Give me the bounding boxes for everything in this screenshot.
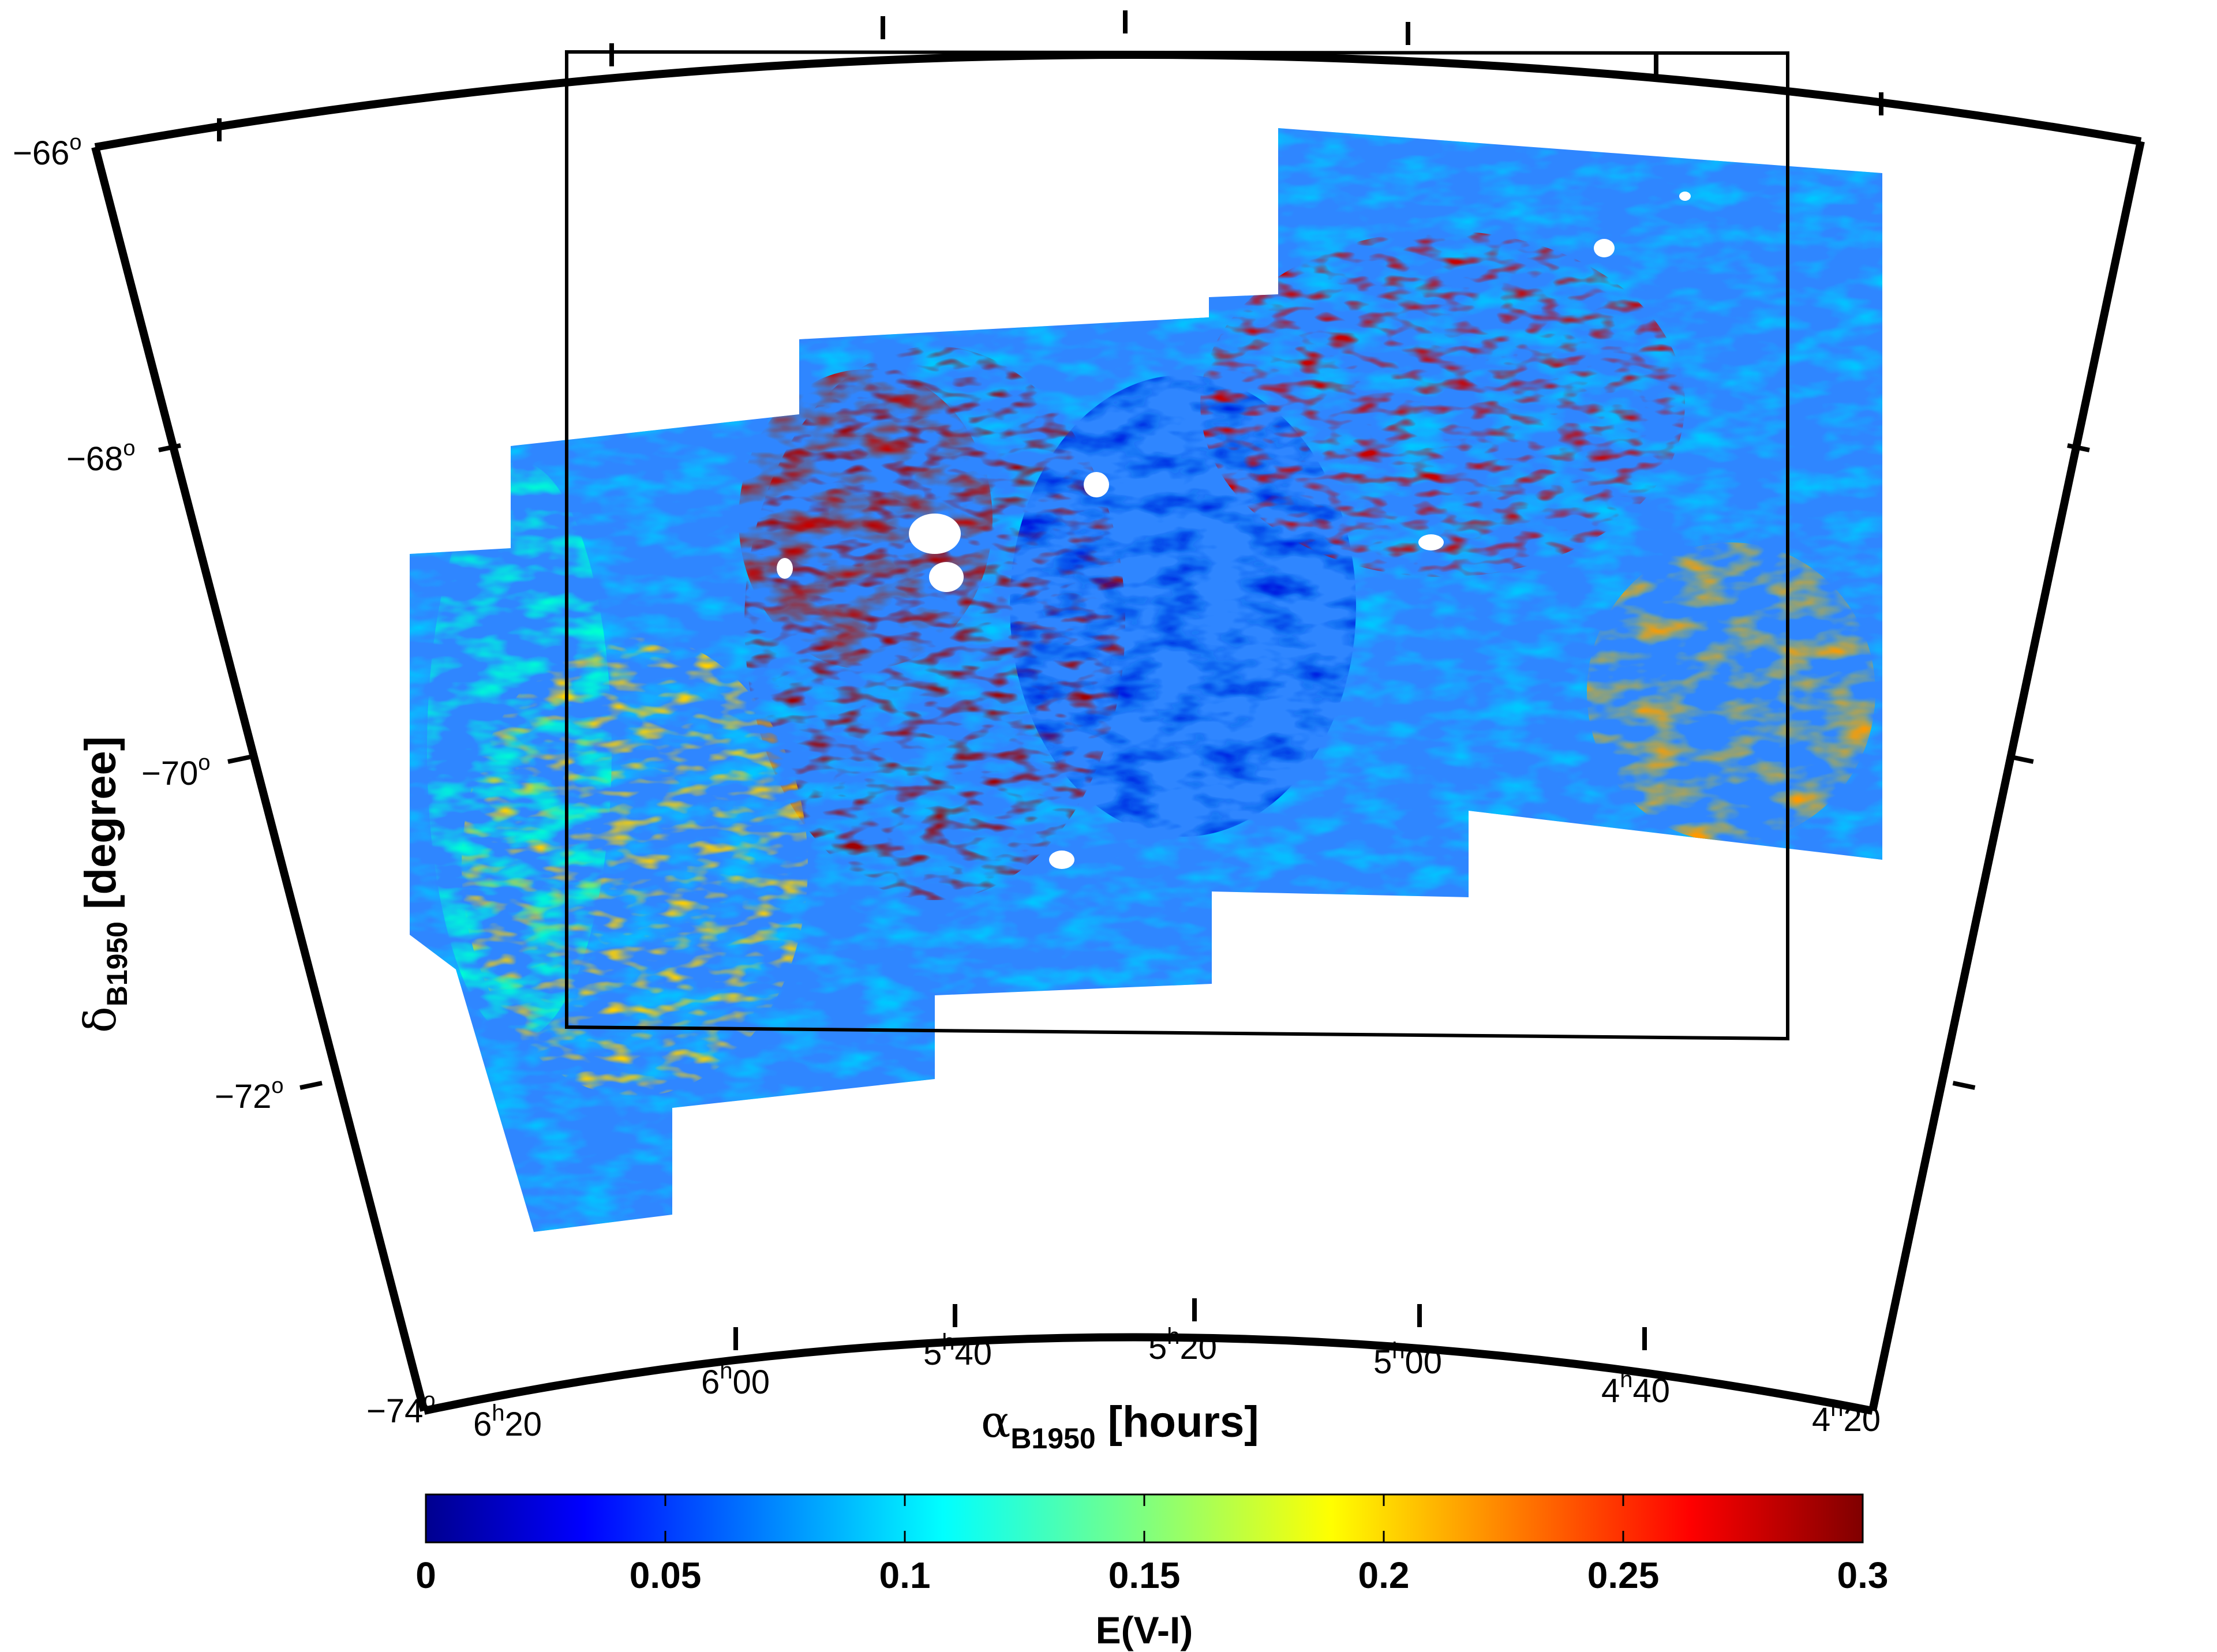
- x-tick-label: 6h20: [473, 1400, 542, 1443]
- y-tick-mark: [158, 443, 181, 452]
- reddening-coverage-mosaic: [410, 128, 1882, 1232]
- y-axis-title: δB1950 [degree]: [74, 736, 133, 1033]
- x-tick-label: 5h20: [1148, 1324, 1217, 1366]
- x-tick-label: 4h20: [1812, 1396, 1881, 1439]
- colorbar: 0 0.05 0.1 0.15 0.2 0.25 0.3 E(V-I): [415, 1493, 1889, 1651]
- colorbar-tick-label: 0: [415, 1554, 436, 1596]
- x-tick-label: 5h00: [1373, 1338, 1442, 1381]
- y-tick-mark: [227, 755, 250, 764]
- y-tick-mark-right: [1952, 1081, 1976, 1090]
- y-tick-mark-right: [2010, 755, 2034, 764]
- saturated-holes: [777, 192, 1691, 869]
- colorbar-tick-label: 0.05: [630, 1554, 702, 1596]
- colorbar-tick-label: 0.1: [879, 1554, 931, 1596]
- x-axis-title: αB1950 [hours]: [981, 1396, 1259, 1455]
- colorbar-tick-label: 0.15: [1108, 1554, 1181, 1596]
- survey-boundary-box: [565, 50, 1789, 1041]
- colorbar-tick-label: 0.25: [1587, 1554, 1660, 1596]
- colorbar-tick-label: 0.3: [1837, 1554, 1889, 1596]
- colorbar-label: E(V-I): [1096, 1609, 1193, 1651]
- y-tick-label: −72o: [215, 1074, 284, 1115]
- map-frame: [91, 51, 2145, 1415]
- colorbar-tick-label: 0.2: [1358, 1554, 1410, 1596]
- y-tick-label: −74o: [366, 1388, 436, 1430]
- x-tick-label: 4h40: [1601, 1367, 1670, 1410]
- y-tick-label: −68o: [66, 436, 136, 478]
- y-tick-mark-right: [2067, 443, 2090, 452]
- y-tick-label: −66o: [13, 130, 82, 172]
- x-tick-label: 6h00: [701, 1358, 770, 1401]
- x-tick-label: 5h40: [923, 1329, 992, 1372]
- y-tick-label: −70o: [141, 751, 211, 792]
- y-tick-mark: [299, 1081, 323, 1090]
